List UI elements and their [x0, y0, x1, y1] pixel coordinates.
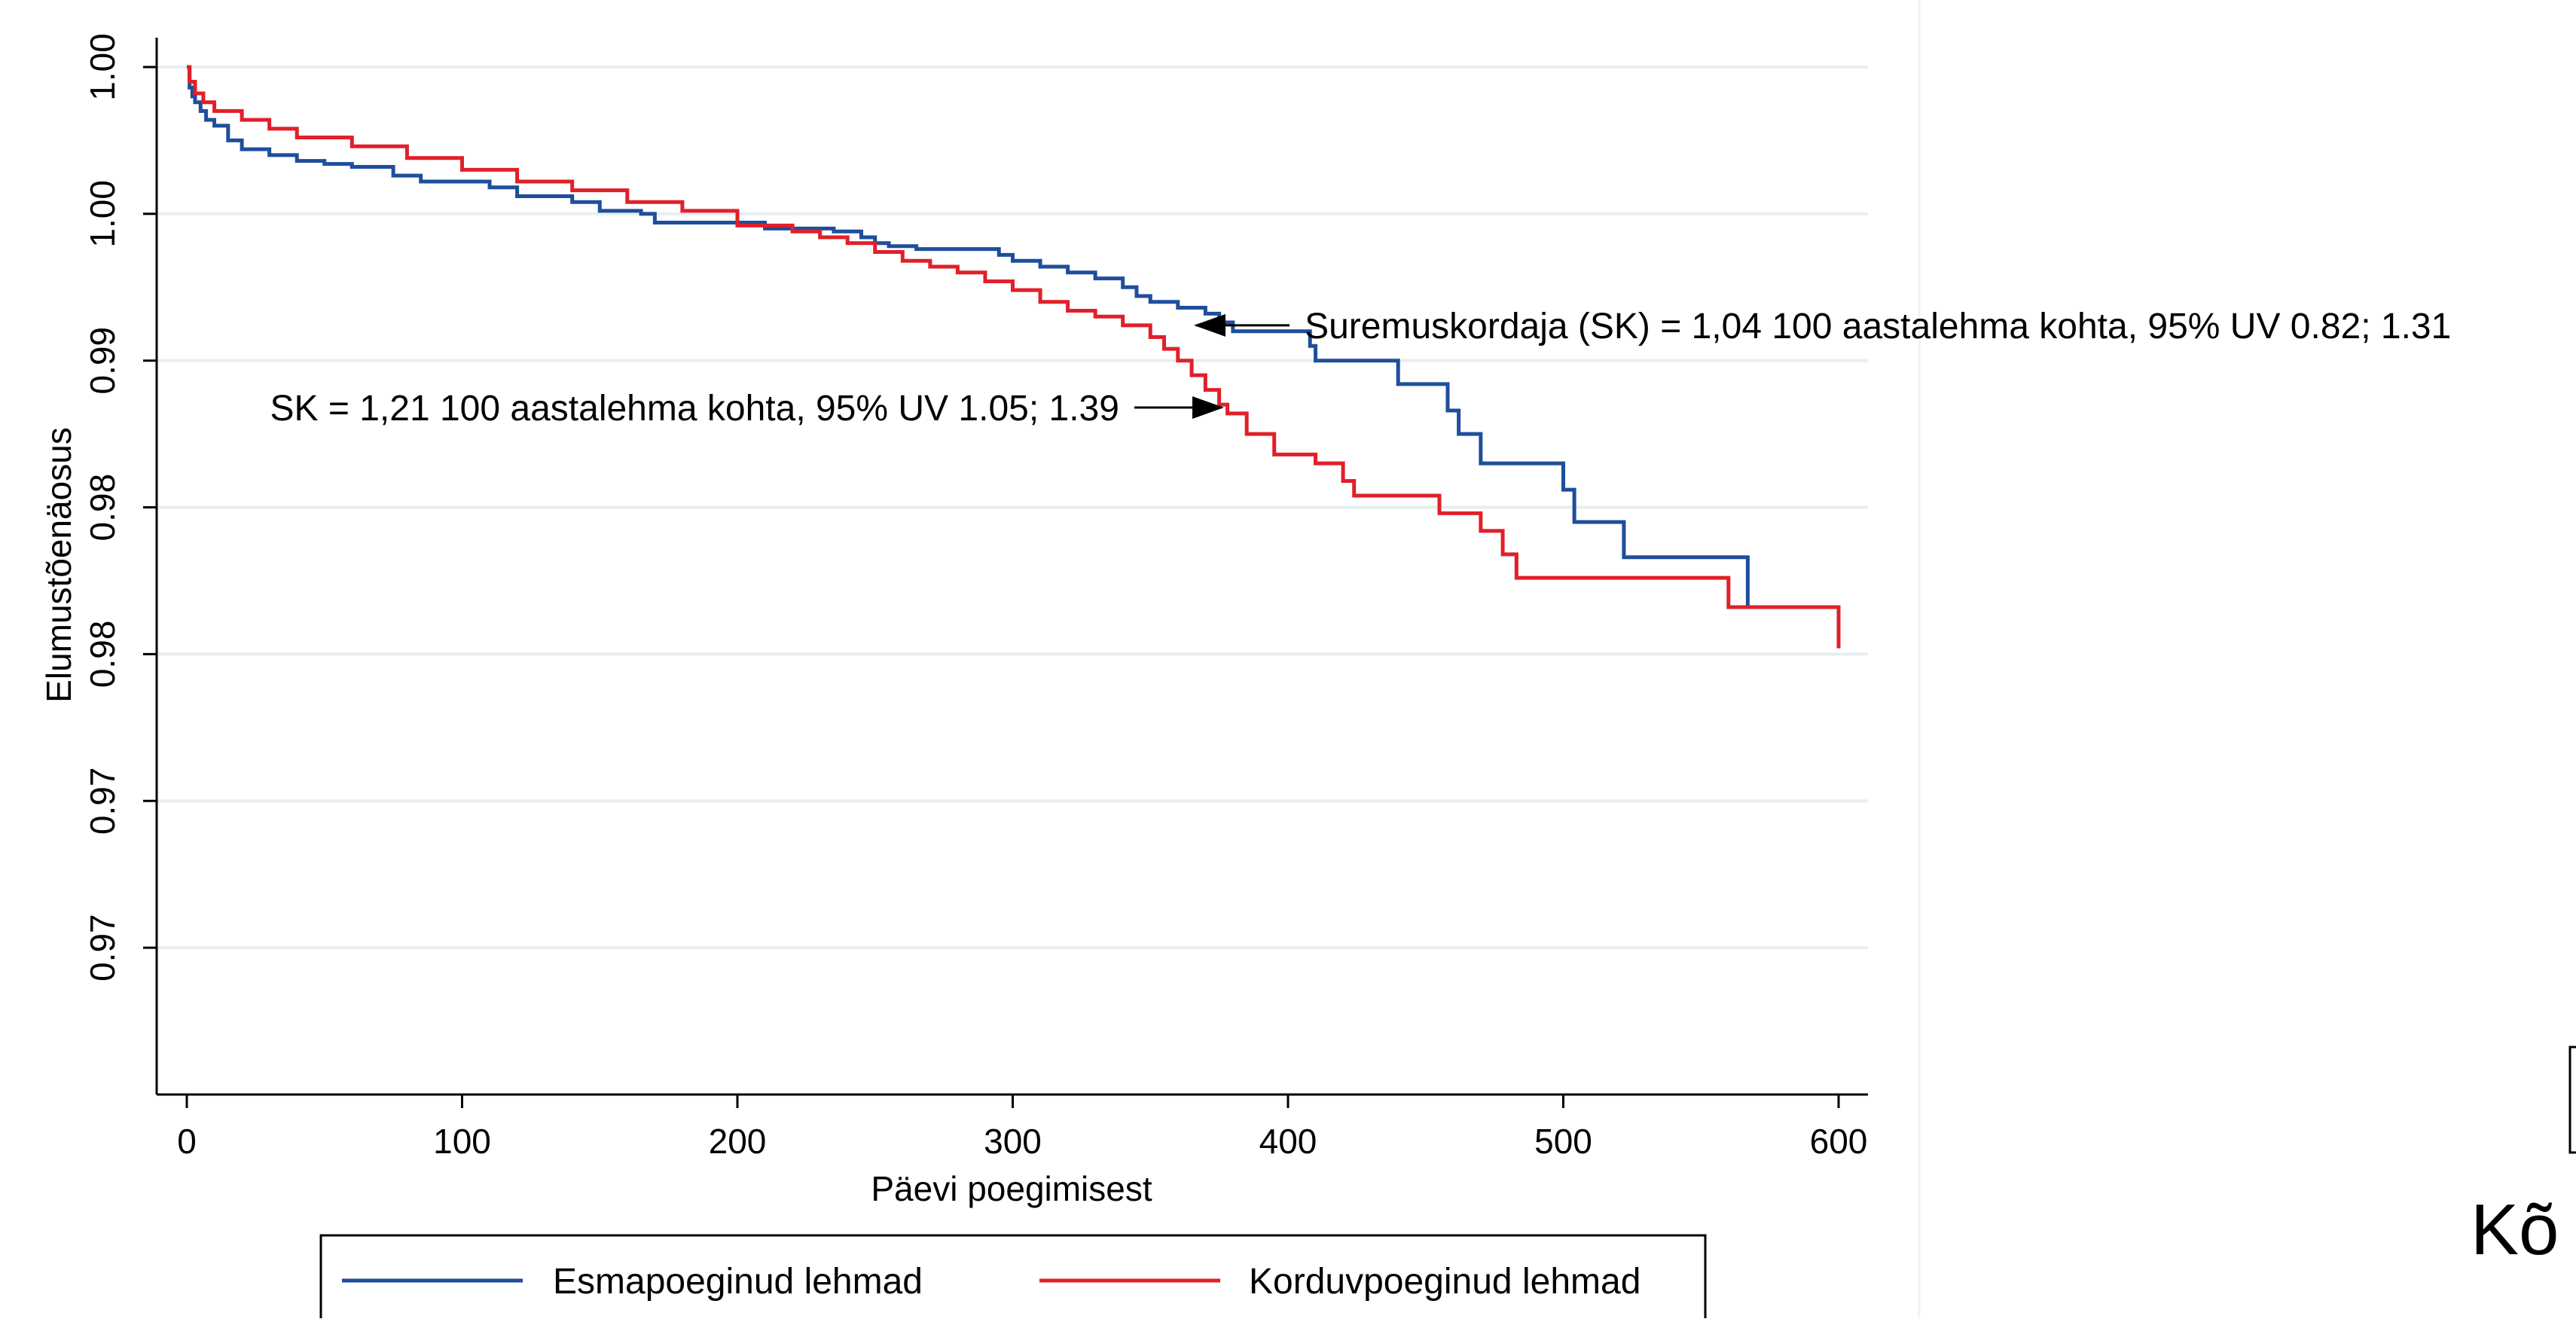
- y-tick-label: 0.99: [83, 327, 122, 395]
- x-tick-label: 400: [1259, 1122, 1317, 1161]
- grid-lines: [157, 65, 1868, 950]
- legend-label-korduvpoeginud: Korduvpoeginud lehmad: [1249, 1262, 1641, 1302]
- edge-box-fragment: [2568, 1046, 2576, 1154]
- y-tick-label: 0.97: [83, 768, 122, 835]
- x-tick-label: 0: [177, 1122, 197, 1161]
- x-tick-label: 600: [1810, 1122, 1868, 1161]
- x-tick-label: 100: [433, 1122, 491, 1161]
- edge-text-fragment: Kõ: [2471, 1189, 2559, 1270]
- annotation-text-esmapoeginud: Suremuskordaja (SK) = 1,04 100 aastalehm…: [1305, 307, 2451, 347]
- y-tick-label: 1.00: [83, 180, 122, 248]
- axes: 1.00 1.00 0.99 0.98 0.98 0.97 0.97 0 100 200 300 40…: [83, 33, 1868, 1161]
- annotations: Suremuskordaja (SK) = 1,04 100 aastalehm…: [270, 307, 2451, 429]
- x-axis-title: Päevi poegimisest: [871, 1169, 1152, 1208]
- y-tick-label: 0.98: [83, 474, 122, 542]
- y-tick-label: 0.97: [83, 914, 122, 982]
- x-tick-label: 300: [984, 1122, 1042, 1161]
- legend-box: [319, 1234, 1707, 1321]
- y-tick-label: 0.98: [83, 621, 122, 688]
- x-tick-label: 500: [1534, 1122, 1592, 1161]
- y-tick-label: 1.00: [83, 33, 122, 101]
- series-lines: [187, 65, 1841, 649]
- annotation-text-korduvpoeginud: SK = 1,21 100 aastalehma kohta, 95% UV 1…: [270, 389, 1119, 429]
- series-line-korduvpoeginud: [187, 65, 1841, 649]
- legend: Esmapoeginud lehmad Korduvpoeginud lehma…: [319, 1234, 1707, 1321]
- y-axis-title: Elumustõenäosus: [39, 427, 78, 703]
- x-tick-label: 200: [709, 1122, 767, 1161]
- legend-label-esmapoeginud: Esmapoeginud lehmad: [553, 1262, 923, 1302]
